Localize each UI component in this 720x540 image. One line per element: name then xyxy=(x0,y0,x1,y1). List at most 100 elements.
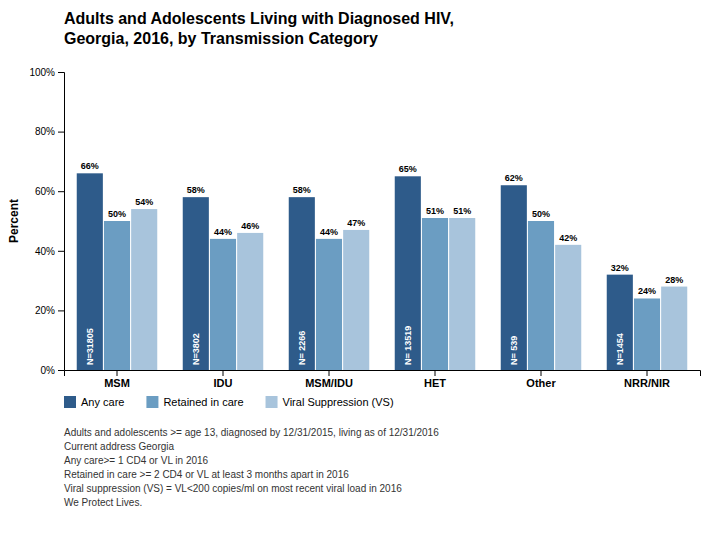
x-tick: IDU xyxy=(214,370,233,389)
x-tick: HET xyxy=(424,370,446,389)
legend-label: Retained in care xyxy=(163,396,243,408)
y-tick-mark xyxy=(58,72,64,73)
y-tick: 80% xyxy=(35,126,64,137)
bar xyxy=(237,233,263,370)
x-tick-label: IDU xyxy=(214,377,233,389)
footnote: Any care>= 1 CD4 or VL in 2016 xyxy=(64,455,209,466)
x-tick-label: Other xyxy=(526,377,556,389)
y-tick-label: 20% xyxy=(35,305,55,316)
data-label: 24% xyxy=(638,286,656,296)
y-tick-label: 40% xyxy=(35,246,55,257)
bar xyxy=(104,221,130,370)
bar xyxy=(131,209,157,370)
bar xyxy=(661,287,687,370)
plot: 0% 20% 40% 60% 80% 100% Percent MSM IDU MSM/IDU HE… xyxy=(7,67,701,389)
x-tick-mark xyxy=(223,370,224,376)
bar xyxy=(289,197,315,370)
x-tick-label: HET xyxy=(424,377,446,389)
n-label: N= 2266 xyxy=(297,331,307,365)
x-tick-mark xyxy=(647,370,648,376)
y-tick-mark xyxy=(58,310,64,311)
y-tick: 60% xyxy=(35,186,64,197)
legend-swatch xyxy=(146,396,158,408)
title: Adults and Adolescents Living with Diagn… xyxy=(64,10,454,27)
data-label: 58% xyxy=(293,185,311,195)
y-tick-label: 0% xyxy=(41,365,56,376)
legend-swatch xyxy=(64,396,76,408)
y-tick-label: 100% xyxy=(29,67,55,78)
data-label: 44% xyxy=(214,227,232,237)
x-tick: NRR/NIR xyxy=(624,370,670,389)
bar xyxy=(528,221,554,370)
series xyxy=(77,173,633,370)
legend: Any care Retained in care Viral Suppressio… xyxy=(64,396,394,408)
x-tick-label: NRR/NIR xyxy=(624,377,670,389)
x-tick: Other xyxy=(526,370,556,389)
bar xyxy=(607,275,633,370)
x-tick-label: MSM/IDU xyxy=(305,377,353,389)
y-tick: 0% xyxy=(41,365,64,376)
legend-label: Viral Suppression (VS) xyxy=(283,396,394,408)
data-label: 58% xyxy=(187,185,205,195)
bar xyxy=(316,239,342,370)
legend-item: Viral Suppression (VS) xyxy=(266,396,394,408)
chart: Adults and Adolescents Living with Diagn… xyxy=(0,0,720,540)
legend-item: Any care xyxy=(64,396,124,408)
y-axis: 0% 20% 40% 60% 80% 100% xyxy=(29,67,64,376)
footnote: Viral suppression (VS) = VL<200 copies/m… xyxy=(64,483,402,494)
data-label: 47% xyxy=(347,218,365,228)
footnotes: Adults and adolescents >= age 13, diagno… xyxy=(64,427,439,508)
series xyxy=(131,209,687,370)
data-label: 51% xyxy=(426,206,444,216)
series xyxy=(104,218,660,370)
x-tick-mark xyxy=(329,370,330,376)
y-tick: 100% xyxy=(29,67,64,78)
data-label: 46% xyxy=(241,221,259,231)
data-label: 28% xyxy=(665,275,683,285)
bar xyxy=(343,230,369,370)
data-label: 32% xyxy=(611,263,629,273)
bar xyxy=(210,239,236,370)
legend-swatch xyxy=(266,396,278,408)
y-tick-mark xyxy=(58,370,64,371)
footnote: Current address Georgia xyxy=(64,441,174,452)
bar xyxy=(395,176,421,370)
x-tick-label: MSM xyxy=(104,377,130,389)
bar xyxy=(77,173,103,370)
title-group: Adults and Adolescents Living with Diagn… xyxy=(64,10,454,47)
x-tick: MSM/IDU xyxy=(305,370,353,389)
x-axis: MSM IDU MSM/IDU HET Other NRR/NIR xyxy=(65,370,701,389)
x-axis-line xyxy=(65,371,701,377)
y-tick-label: 60% xyxy=(35,186,55,197)
data-label: 54% xyxy=(135,197,153,207)
bar xyxy=(183,197,209,370)
y-tick-mark xyxy=(58,132,64,133)
y-tick-mark xyxy=(58,191,64,192)
bar xyxy=(555,245,581,370)
x-tick-mark xyxy=(541,370,542,376)
data-label: 42% xyxy=(559,233,577,243)
data-label: 66% xyxy=(81,161,99,171)
data-label: 62% xyxy=(505,173,523,183)
data-label: 50% xyxy=(108,209,126,219)
x-tick-mark xyxy=(435,370,436,376)
y-tick: 20% xyxy=(35,305,64,316)
data-label: 50% xyxy=(532,209,550,219)
y-axis-title: Percent xyxy=(7,199,21,243)
y-axis-line xyxy=(58,73,65,371)
bar xyxy=(634,298,660,370)
n-label: N= 13519 xyxy=(403,326,413,365)
data-label: 44% xyxy=(320,227,338,237)
footnote: We Protect Lives. xyxy=(64,497,142,508)
n-label: N=3802 xyxy=(191,333,201,365)
labels: 66%58%58%65%62%32%50%44%44%51%50%24%54%4… xyxy=(81,161,683,365)
bar xyxy=(501,185,527,370)
x-tick-mark xyxy=(117,370,118,376)
x-tick: MSM xyxy=(104,370,130,389)
n-label: N= 539 xyxy=(509,336,519,365)
n-label: N=1454 xyxy=(615,333,625,365)
y-tick-mark xyxy=(58,251,64,252)
footnote: Retained in care >= 2 CD4 or VL at least… xyxy=(64,469,349,480)
title: Georgia, 2016, by Transmission Category xyxy=(64,30,378,47)
bar xyxy=(449,218,475,370)
